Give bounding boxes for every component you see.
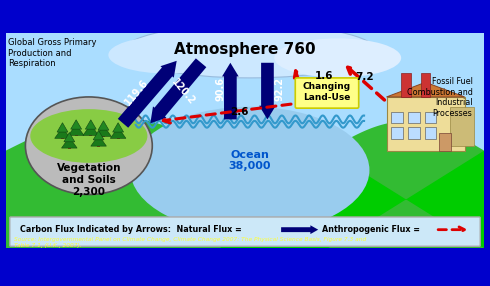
Polygon shape [68,124,84,135]
Polygon shape [387,82,465,97]
Text: 90.6: 90.6 [216,77,225,101]
Polygon shape [6,116,220,248]
Bar [117,136,120,139]
Text: Changing
Land-Use: Changing Land-Use [303,82,351,102]
Bar [6,33,484,151]
Text: 1.6: 1.6 [315,72,334,81]
FancyArrow shape [281,225,318,234]
Bar [61,136,64,139]
Bar [408,127,420,139]
Polygon shape [85,120,96,129]
Bar [421,73,430,97]
Polygon shape [113,123,123,132]
Polygon shape [328,121,484,248]
Text: Atmosphere 760: Atmosphere 760 [174,41,316,57]
Bar [408,112,420,123]
Polygon shape [83,124,98,135]
Ellipse shape [108,36,225,74]
Bar [401,73,411,97]
Text: 120.2: 120.2 [170,77,197,107]
Bar [439,133,451,151]
Polygon shape [96,126,111,136]
Ellipse shape [274,38,401,78]
Bar [424,127,436,139]
FancyArrow shape [222,63,239,119]
Text: Global Gross Primary
Production and
Respiration: Global Gross Primary Production and Resp… [8,38,97,68]
Ellipse shape [123,24,377,78]
Text: 7.2: 7.2 [355,72,374,82]
Bar [97,144,100,147]
Text: Source: Intergovernmental Panel on Climate Change, Climate Change 2007: The Phys: Source: Intergovernmental Panel on Clima… [14,237,366,248]
Polygon shape [91,135,106,146]
Text: Ocean
38,000: Ocean 38,000 [229,150,271,171]
Bar [392,112,403,123]
Ellipse shape [30,109,147,163]
Bar [89,133,92,136]
Text: 2.6: 2.6 [230,106,249,116]
Ellipse shape [25,97,152,194]
Polygon shape [98,121,109,130]
Bar [68,146,71,149]
Bar [387,97,465,151]
Text: 92.2: 92.2 [274,77,284,101]
Text: Fossil Fuel
Combustion and
Industrial
Processes: Fossil Fuel Combustion and Industrial Pr… [407,78,472,118]
Polygon shape [57,123,68,132]
FancyBboxPatch shape [295,78,359,108]
Bar [392,127,403,139]
Polygon shape [64,132,75,142]
Polygon shape [110,127,126,138]
Bar [450,107,474,146]
Bar [102,134,105,137]
Polygon shape [62,137,77,148]
Text: Vegetation
and Soils
2,300: Vegetation and Soils 2,300 [56,163,121,196]
Text: Carbon Flux Indicated by Arrows:  Natural Flux =: Carbon Flux Indicated by Arrows: Natural… [20,225,241,234]
FancyArrow shape [259,63,276,119]
Ellipse shape [130,107,369,234]
Text: Anthropogenic Flux =: Anthropogenic Flux = [322,225,420,234]
Bar [424,112,436,123]
Polygon shape [93,130,104,140]
Text: 119.6: 119.6 [123,77,150,107]
FancyArrow shape [118,61,177,128]
Polygon shape [55,127,70,138]
FancyBboxPatch shape [10,217,480,246]
FancyArrow shape [150,58,206,123]
Bar [74,133,77,136]
Polygon shape [71,120,82,129]
